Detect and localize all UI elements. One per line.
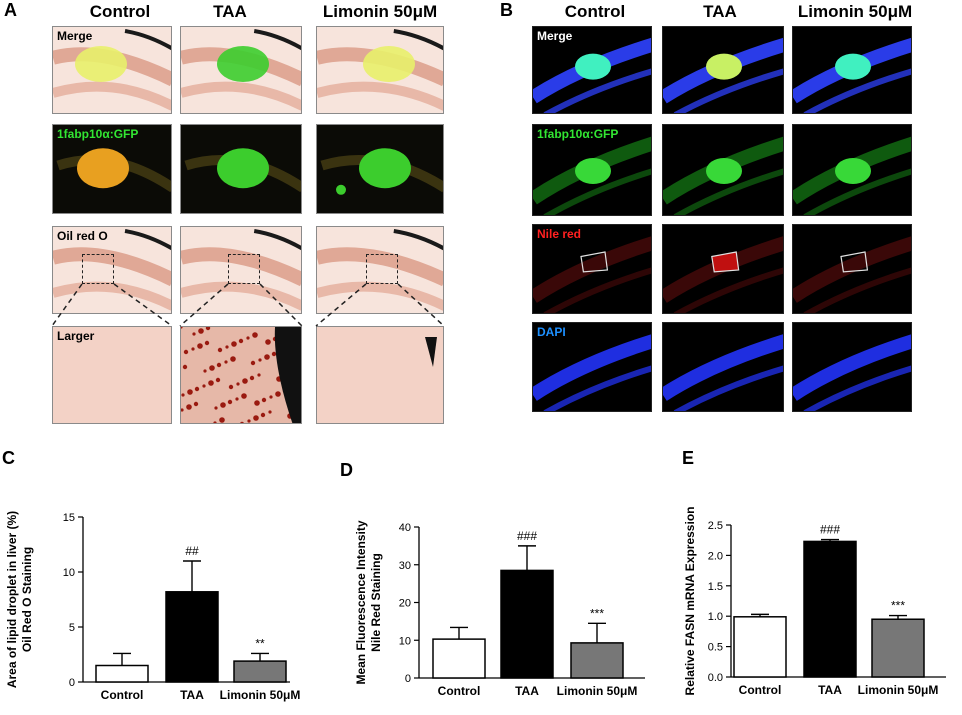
panel-b-col-control: Control	[564, 2, 626, 21]
y-tick-label: 0.5	[708, 642, 723, 654]
panel-b-dapi-limonin-image	[792, 322, 912, 412]
category-label: Limonin 50μM	[557, 684, 638, 698]
panel-a-col-taa: TAA	[213, 2, 247, 21]
significance-mark: **	[255, 636, 265, 650]
y-tick-label: 30	[399, 560, 411, 572]
panel-a-col-control: Control	[89, 2, 151, 21]
y-tick-label: 20	[399, 598, 411, 610]
panel-b-nile-red-limonin-image	[792, 224, 912, 314]
y-tick-label: 0.0	[708, 672, 723, 684]
panel-b-dapi-taa-image	[662, 322, 784, 412]
panel-a-gfp-taa-image	[180, 124, 302, 214]
panel-b-gfp-taa-image	[662, 124, 784, 216]
panel-e-letter: E	[682, 448, 695, 468]
chart-d: Mean Fluorescence Intensity Nile Red Stai…	[335, 470, 675, 710]
y-tick-label: 5	[69, 622, 75, 634]
panel-a-gfp-limonin-image	[316, 124, 444, 214]
category-label: TAA	[818, 683, 842, 697]
bar-control	[432, 638, 486, 679]
panel-b-dapi-control-image: DAPI	[532, 322, 652, 412]
panel-a-merge-taa-image	[180, 26, 302, 114]
panel-a-row-label: Larger	[57, 329, 95, 343]
category-label: Limonin 50μM	[858, 683, 939, 697]
bar-limonin-50-m	[233, 660, 287, 683]
panel-a-larger-control-image: Larger	[52, 326, 172, 424]
y-axis-label: Mean Fluorescence Intensity	[354, 520, 368, 684]
panel-b-col-limonin: Limonin 50μM	[797, 2, 913, 21]
bar-taa	[500, 569, 554, 679]
y-axis-label: Area of lipid droplet in liver (%)	[5, 511, 19, 688]
panel-a-larger-limonin-image	[316, 326, 444, 424]
category-label: Limonin 50μM	[220, 688, 301, 702]
panel-b-gfp-control-image: 1fabp10α:GFP	[532, 124, 652, 216]
panel-d-letter: D	[340, 460, 353, 480]
zoom-region-box	[366, 254, 398, 284]
significance-mark: ###	[517, 529, 537, 543]
zoom-region-box	[228, 254, 260, 284]
panel-a-row-label: Merge	[57, 29, 93, 43]
panel-b-merge-taa-image	[662, 26, 784, 114]
y-tick-label: 40	[399, 522, 411, 534]
y-tick-label: 10	[399, 635, 411, 647]
panel-b-row-label: 1fabp10α:GFP	[537, 127, 619, 141]
panel-b-nile-red-taa-image	[662, 224, 784, 314]
panel-a-letter: A	[4, 0, 17, 20]
significance-mark: ***	[590, 606, 604, 620]
chart-c: Area of lipid droplet in liver (%) Oil Re…	[0, 460, 330, 710]
y-tick-label: 2.5	[708, 520, 723, 532]
y-axis-label: Nile Red Staining	[369, 553, 383, 652]
category-label: Control	[101, 688, 144, 702]
category-label: Control	[438, 684, 481, 698]
panel-b-merge-control-image: Merge	[532, 26, 652, 114]
chart-e: Relative FASN mRNA Expression 0.0 0.5 1.0 1.…	[676, 465, 962, 710]
panel-a-col-limonin: Limonin 50μM	[322, 2, 438, 21]
panel-c-letter: C	[2, 448, 15, 468]
panel-a-merge-limonin-image	[316, 26, 444, 114]
zoom-region-box	[82, 254, 114, 284]
panel-b-col-taa: TAA	[703, 2, 737, 21]
bar-limonin-50-m	[871, 618, 925, 678]
y-tick-label: 0	[405, 673, 411, 685]
panel-b-gfp-limonin-image	[792, 124, 912, 216]
panel-a-merge-control-image: Merge	[52, 26, 172, 114]
y-tick-label: 2.0	[708, 550, 723, 562]
panel-b-row-label: DAPI	[537, 325, 566, 339]
panel-a-row-label: Oil red O	[57, 229, 108, 243]
bar-limonin-50-m	[570, 642, 624, 679]
significance-mark: ###	[820, 523, 840, 537]
y-axis-label: Relative FASN mRNA Expression	[683, 507, 697, 696]
panel-b-letter: B	[500, 0, 513, 20]
y-tick-label: 1.5	[708, 581, 723, 593]
panel-a-row-label: 1fabp10α:GFP	[57, 127, 139, 141]
bar-control	[733, 616, 787, 678]
category-label: TAA	[180, 688, 204, 702]
panel-a-oil-red-o-taa-image	[180, 226, 302, 314]
panel-b-row-label: Nile red	[537, 227, 582, 241]
y-tick-label: 0	[69, 677, 75, 689]
y-tick-label: 10	[63, 567, 75, 579]
bar-control	[95, 664, 149, 683]
panel-b-row-label: Merge	[537, 29, 573, 43]
panel-b-nile-red-control-image: Nile red	[532, 224, 652, 314]
y-tick-label: 15	[63, 512, 75, 524]
y-tick-label: 1.0	[708, 611, 723, 623]
bar-taa	[165, 591, 219, 683]
category-label: TAA	[515, 684, 539, 698]
panel-a-larger-taa-image	[180, 326, 302, 424]
panel-b-merge-limonin-image	[792, 26, 912, 114]
significance-mark: ***	[891, 599, 905, 613]
y-axis-label: Oil Red O Staining	[20, 547, 34, 652]
category-label: Control	[739, 683, 782, 697]
bar-taa	[803, 540, 857, 678]
panel-a-gfp-control-image: 1fabp10α:GFP	[52, 124, 172, 214]
significance-mark: ##	[185, 544, 199, 558]
